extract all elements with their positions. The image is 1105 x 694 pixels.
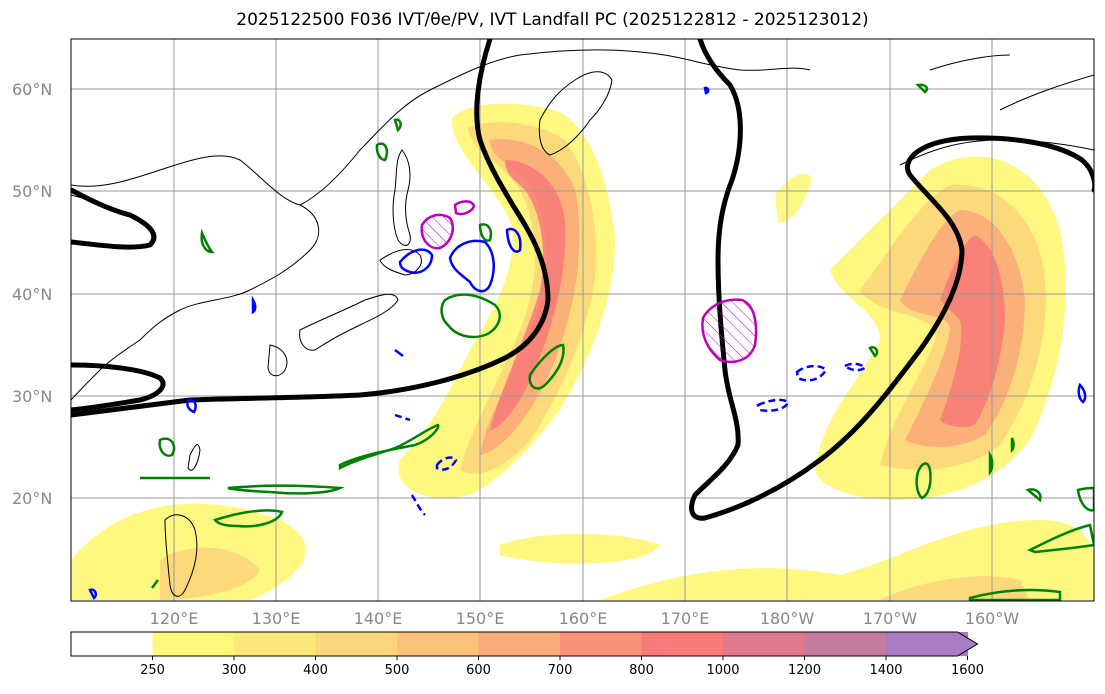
coastlines (71, 49, 1094, 597)
lon-label: 130°E (252, 609, 301, 628)
colorbar-tick-label: 400 (303, 663, 328, 678)
colorbar: 250 300 400 500 600 700 800 1000 1200 1400 1600 (70, 631, 984, 678)
colorbar-tick-label: 1600 (951, 663, 984, 678)
colorbar-extend-arrow (886, 632, 978, 656)
ivt-shading-east (775, 156, 1066, 500)
lat-label: 30°N (12, 387, 52, 406)
colorbar-tick-label: 250 (140, 663, 165, 678)
chart-title: 2025122500 F036 IVT/θe/PV, IVT Landfall … (236, 10, 869, 30)
colorbar-outline (70, 631, 979, 657)
lat-label: 50°N (12, 182, 52, 201)
lon-label: 170°W (863, 609, 918, 628)
colorbar-tick-label: 1000 (706, 663, 739, 678)
colorbar-tick-label: 800 (629, 663, 654, 678)
colorbar-tick-label: 1200 (788, 663, 821, 678)
colorbar-segment (71, 632, 153, 656)
latitude-labels: 60°N 50°N 40°N 30°N 20°N (12, 80, 52, 508)
pv-contours (71, 39, 1094, 521)
colorbar-segment (560, 632, 642, 656)
lon-label: 170°E (661, 609, 710, 628)
lon-label: 140°E (354, 609, 403, 628)
lon-label: 160°E (559, 609, 608, 628)
colorbar-segment (152, 632, 235, 656)
map-border (70, 38, 1095, 602)
lat-label: 40°N (12, 285, 52, 304)
colorbar-tick-label: 600 (466, 663, 491, 678)
colorbar-segment (397, 632, 479, 656)
colorbar-tick-label: 300 (222, 663, 247, 678)
colorbar-segment (478, 632, 561, 656)
colorbar-tick-label: 700 (548, 663, 573, 678)
lon-label: 160°W (965, 609, 1020, 628)
colorbar-segment (641, 632, 724, 656)
colorbar-tick-label: 500 (385, 663, 410, 678)
lon-label: 180°W (760, 609, 815, 628)
theta-e-contours-blue (88, 86, 1087, 600)
lon-label: 120°E (150, 609, 199, 628)
lat-label: 20°N (12, 489, 52, 508)
theta-e-contours-green (140, 83, 1094, 601)
colorbar-segment (234, 632, 316, 656)
lat-label: 60°N (12, 80, 52, 99)
colorbar-tick-label: 1400 (869, 663, 902, 678)
colorbar-segment (315, 632, 398, 656)
ivt-landfall-pc-contours (420, 200, 758, 364)
colorbar-segment (804, 632, 887, 656)
ivt-shading-west (398, 103, 615, 499)
longitude-labels: 120°E 130°E 140°E 150°E 160°E 170°E 180°… (150, 609, 1020, 628)
colorbar-segment (723, 632, 805, 656)
lon-label: 150°E (456, 609, 505, 628)
theta-e-contours-blue-dashed (394, 362, 867, 516)
